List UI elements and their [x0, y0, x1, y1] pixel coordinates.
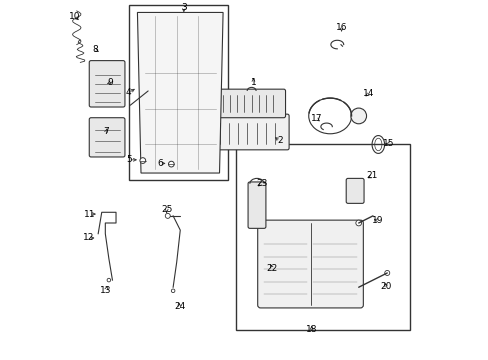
Text: 14: 14	[362, 89, 374, 98]
Text: 3: 3	[181, 3, 186, 12]
FancyBboxPatch shape	[247, 182, 265, 228]
Text: 13: 13	[100, 285, 112, 294]
Text: 22: 22	[266, 264, 277, 273]
Bar	[128, 5, 228, 180]
Text: 23: 23	[255, 179, 267, 188]
FancyBboxPatch shape	[89, 60, 125, 107]
FancyBboxPatch shape	[257, 220, 363, 308]
Bar	[235, 144, 409, 330]
FancyBboxPatch shape	[346, 179, 363, 203]
Text: 1: 1	[250, 77, 256, 86]
Text: 16: 16	[335, 23, 346, 32]
Text: 24: 24	[174, 302, 185, 311]
Text: 19: 19	[371, 216, 382, 225]
Polygon shape	[137, 13, 223, 173]
Text: 21: 21	[366, 171, 377, 180]
Circle shape	[355, 220, 361, 226]
Text: 4: 4	[125, 88, 131, 97]
Text: 2: 2	[277, 136, 283, 145]
Text: 15: 15	[383, 139, 394, 148]
Circle shape	[350, 108, 366, 124]
Text: 10: 10	[69, 12, 81, 21]
Circle shape	[384, 270, 389, 275]
Text: 20: 20	[380, 282, 391, 291]
Circle shape	[171, 289, 175, 293]
FancyBboxPatch shape	[214, 114, 288, 150]
Text: 25: 25	[161, 205, 172, 214]
Circle shape	[140, 158, 145, 163]
Text: 17: 17	[310, 114, 322, 123]
FancyBboxPatch shape	[217, 89, 285, 118]
Text: 6: 6	[158, 159, 163, 168]
Text: 5: 5	[126, 155, 132, 164]
Circle shape	[165, 213, 170, 219]
Circle shape	[168, 161, 174, 167]
Circle shape	[107, 278, 110, 282]
Text: 18: 18	[305, 325, 317, 334]
Text: 9: 9	[107, 77, 113, 86]
FancyBboxPatch shape	[89, 118, 125, 157]
Text: 8: 8	[92, 45, 98, 54]
Text: 7: 7	[103, 127, 109, 136]
Text: 12: 12	[82, 234, 94, 243]
Text: 11: 11	[83, 210, 95, 219]
